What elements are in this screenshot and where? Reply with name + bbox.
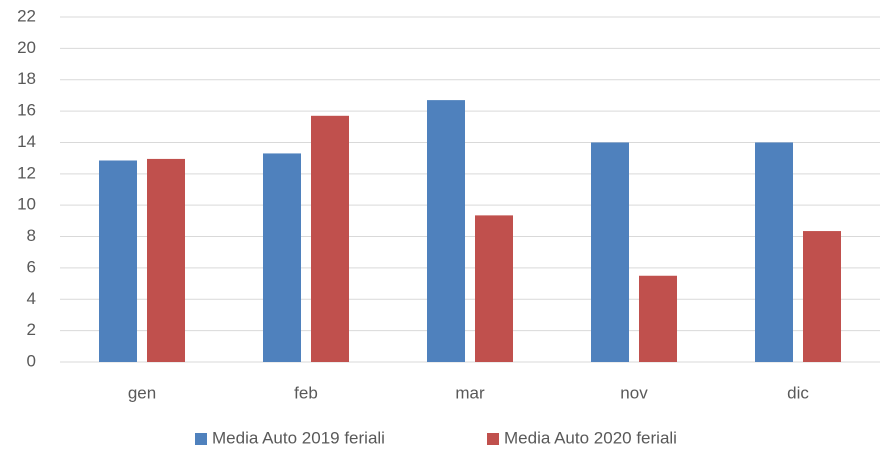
bar — [427, 100, 465, 362]
y-tick-label: 22 — [17, 6, 36, 25]
legend-label: Media Auto 2020 feriali — [504, 428, 677, 447]
x-tick-label: gen — [128, 383, 156, 402]
y-tick-label: 0 — [27, 351, 36, 370]
y-tick-label: 12 — [17, 163, 36, 182]
y-tick-label: 10 — [17, 195, 36, 214]
y-tick-label: 2 — [27, 320, 36, 339]
y-tick-label: 16 — [17, 101, 36, 120]
bar — [755, 142, 793, 362]
y-tick-label: 18 — [17, 69, 36, 88]
bar — [99, 160, 137, 362]
y-tick-label: 14 — [17, 132, 36, 151]
bar — [803, 231, 841, 362]
x-tick-label: nov — [620, 383, 648, 402]
bar — [475, 215, 513, 362]
legend-swatch — [195, 433, 207, 445]
x-tick-label: dic — [787, 383, 809, 402]
y-tick-label: 20 — [17, 38, 36, 57]
legend-label: Media Auto 2019 feriali — [212, 428, 385, 447]
bar — [591, 142, 629, 362]
bar — [263, 153, 301, 362]
x-tick-label: mar — [455, 383, 485, 402]
x-tick-label: feb — [294, 383, 318, 402]
bar — [639, 275, 677, 362]
y-tick-label: 8 — [27, 226, 36, 245]
bar — [311, 115, 349, 362]
y-tick-label: 4 — [27, 289, 36, 308]
y-tick-label: 6 — [27, 257, 36, 276]
bar — [147, 158, 185, 362]
legend-swatch — [487, 433, 499, 445]
